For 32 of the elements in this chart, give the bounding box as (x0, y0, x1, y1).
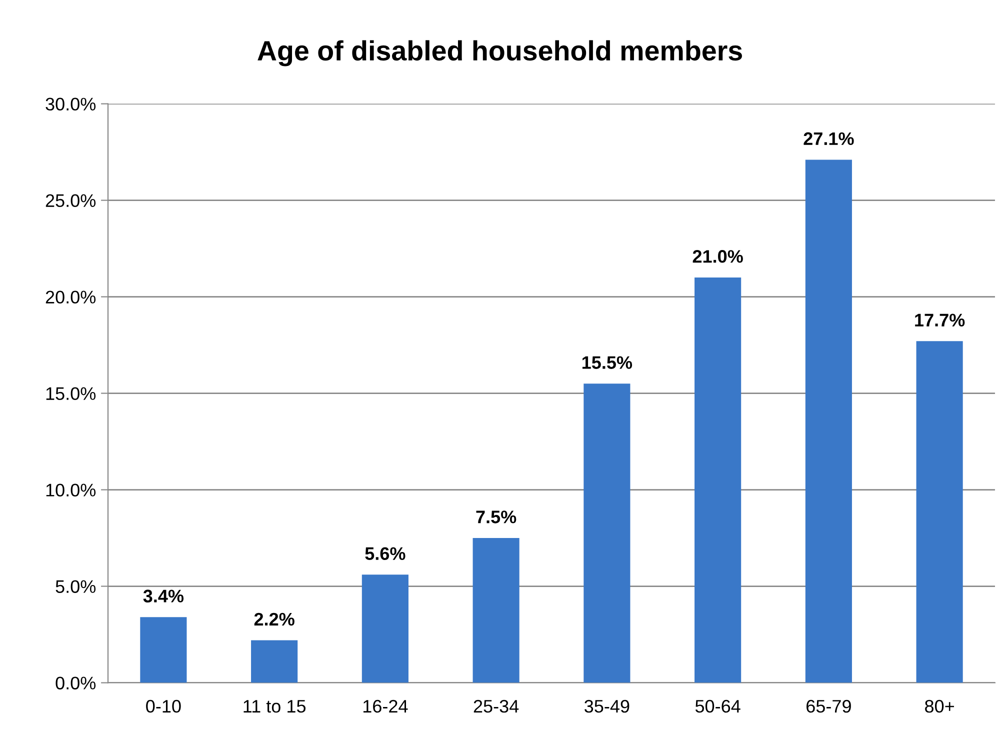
y-tick-label: 0.0% (56, 676, 96, 690)
y-tick-label: 30.0% (46, 98, 96, 111)
x-tick-label: 11 to 15 (244, 700, 306, 713)
x-tick-label: 80+ (925, 700, 954, 713)
data-label: 21.0% (692, 250, 743, 263)
bar (362, 574, 408, 683)
data-label: 3.4% (143, 590, 184, 602)
bar (251, 640, 298, 683)
bar (472, 538, 520, 683)
data-label: 27.1% (804, 132, 854, 146)
data-label: 15.5% (582, 356, 632, 369)
y-tick-label: 15.0% (46, 387, 96, 400)
x-tick-label: 50-64 (695, 700, 740, 713)
x-tick-label: 16-24 (363, 700, 408, 713)
bar (916, 341, 963, 683)
bar (694, 277, 742, 683)
chart-title: Age of disabled household members (258, 40, 742, 66)
data-label: 5.6% (365, 547, 406, 560)
bar (584, 384, 630, 683)
data-label: 2.2% (254, 612, 294, 626)
y-tick-label: 10.0% (46, 484, 96, 496)
data-label: 17.7% (915, 314, 965, 326)
bar (805, 160, 852, 683)
y-tick-label: 25.0% (46, 194, 96, 208)
data-label: 7.5% (476, 510, 516, 524)
y-tick-label: 5.0% (56, 580, 96, 593)
x-tick-label: 0-10 (146, 700, 181, 713)
x-tick-label: 65-79 (806, 700, 851, 713)
x-tick-label: 35-49 (584, 700, 630, 713)
bar (140, 617, 187, 683)
y-tick-label: 20.0% (46, 290, 96, 304)
x-tick-label: 25-34 (474, 700, 519, 713)
